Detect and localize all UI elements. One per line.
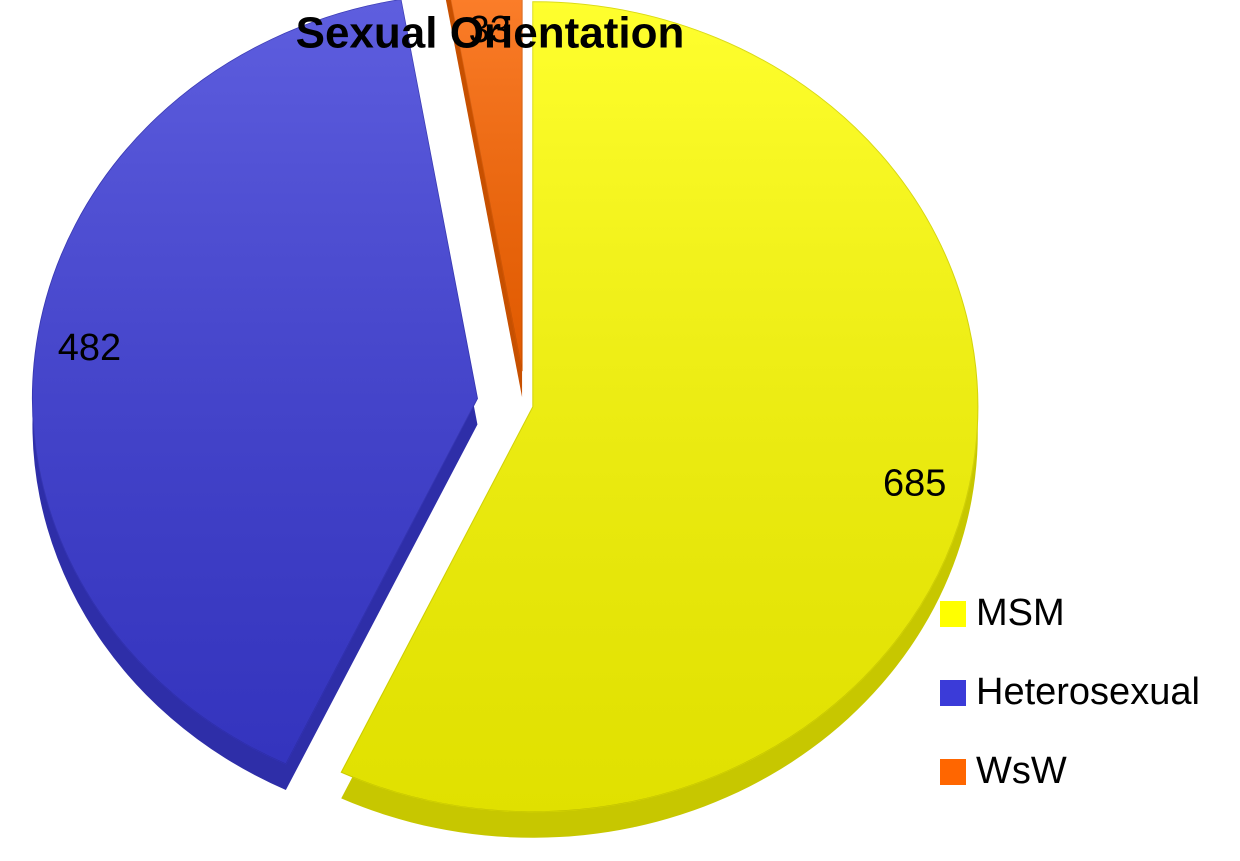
legend-swatch	[940, 680, 966, 706]
data-label: 482	[58, 327, 121, 369]
pie: 685 482 33	[32, 0, 979, 838]
legend-label: Heterosexual	[976, 671, 1200, 713]
legend-label: MSM	[976, 592, 1065, 634]
chart-title: Sexual Orientation	[296, 9, 685, 58]
data-label: 33	[469, 9, 511, 51]
slice-shade	[450, 0, 523, 372]
slice-shade	[341, 1, 978, 812]
slice-shade	[32, 0, 478, 765]
legend-label: WsW	[976, 750, 1067, 792]
data-label: 685	[883, 462, 946, 504]
legend: MSM Heterosexual WsW	[940, 592, 1200, 792]
legend-swatch	[940, 759, 966, 785]
legend-swatch	[940, 601, 966, 627]
